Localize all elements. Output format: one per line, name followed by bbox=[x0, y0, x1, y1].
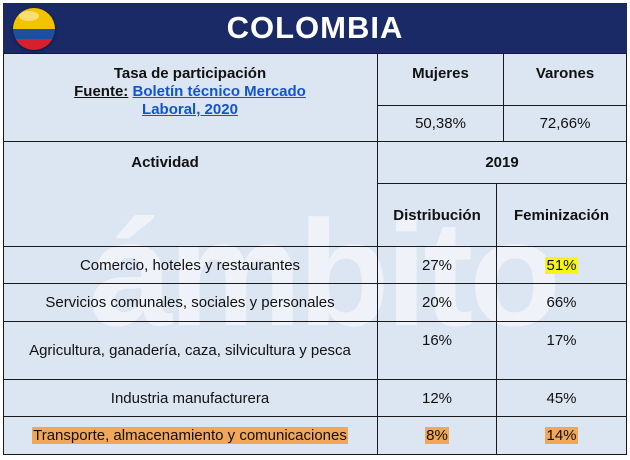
table-row-distribution: 8% bbox=[378, 417, 496, 454]
women-column-header: Mujeres bbox=[412, 64, 469, 82]
women-participation-value: 50,38% bbox=[415, 115, 466, 132]
data-table: ámbito Tasa de participación Fuente: Bol… bbox=[3, 53, 627, 455]
table-row-activity: Servicios comunales, sociales y personal… bbox=[3, 284, 377, 321]
table-row-activity: Industria manufacturera bbox=[3, 380, 377, 416]
year-column-header: 2019 bbox=[485, 153, 519, 171]
source-link[interactable]: Boletín técnico Mercado Laboral, 2020 bbox=[132, 83, 306, 118]
feminization-value-highlighted: 14% bbox=[545, 427, 578, 444]
table-row-feminization: 17% bbox=[497, 322, 626, 359]
activity-name: Industria manufacturera bbox=[110, 389, 270, 407]
activity-name: Servicios comunales, sociales y personal… bbox=[45, 294, 335, 311]
participation-label: Tasa de participación bbox=[113, 65, 267, 82]
table-row-feminization: 51% bbox=[497, 247, 626, 283]
table-row-distribution: 16% bbox=[378, 322, 496, 359]
distribution-value: 20% bbox=[421, 294, 453, 311]
table-row-activity: Transporte, almacenamiento y comunicacio… bbox=[3, 417, 377, 454]
distribution-value-highlighted: 8% bbox=[425, 427, 449, 444]
men-participation-value: 72,66% bbox=[539, 115, 591, 132]
distribution-value: 16% bbox=[421, 332, 453, 349]
feminization-value: 45% bbox=[546, 389, 577, 407]
table-row-distribution: 12% bbox=[378, 380, 496, 416]
activity-name: Comercio, hoteles y restaurantes bbox=[79, 256, 301, 274]
table-row-feminization: 14% bbox=[497, 417, 626, 454]
distribution-value: 27% bbox=[421, 256, 453, 274]
men-column-header: Varones bbox=[535, 64, 595, 82]
colombia-flag-icon bbox=[13, 8, 55, 50]
activity-name-highlighted: Transporte, almacenamiento y comunicacio… bbox=[32, 427, 348, 444]
table-row-activity: Comercio, hoteles y restaurantes bbox=[3, 247, 377, 283]
table-row-feminization: 45% bbox=[497, 380, 626, 416]
activity-name: Agricultura, ganadería, caza, silvicultu… bbox=[29, 342, 351, 359]
feminization-value: 17% bbox=[546, 332, 577, 349]
table-row-feminization: 66% bbox=[497, 284, 626, 321]
table-row-distribution: 20% bbox=[378, 284, 496, 321]
table-row-distribution: 27% bbox=[378, 247, 496, 283]
feminization-value: 66% bbox=[546, 294, 577, 311]
feminization-value-highlighted: 51% bbox=[545, 256, 578, 274]
distribution-value: 12% bbox=[421, 389, 453, 407]
watermark-logo: ámbito bbox=[89, 189, 561, 357]
table-row-activity: Agricultura, ganadería, caza, silvicultu… bbox=[3, 322, 377, 379]
participation-header: Tasa de participación Fuente: Boletín té… bbox=[3, 53, 377, 141]
distribution-column-header: Distribución bbox=[393, 206, 481, 224]
source-prefix: Fuente: bbox=[74, 83, 129, 100]
activity-column-header: Actividad bbox=[131, 153, 199, 171]
feminization-column-header: Feminización bbox=[513, 206, 610, 224]
title-banner: COLOMBIA bbox=[3, 3, 627, 53]
page-title: COLOMBIA bbox=[226, 10, 404, 45]
